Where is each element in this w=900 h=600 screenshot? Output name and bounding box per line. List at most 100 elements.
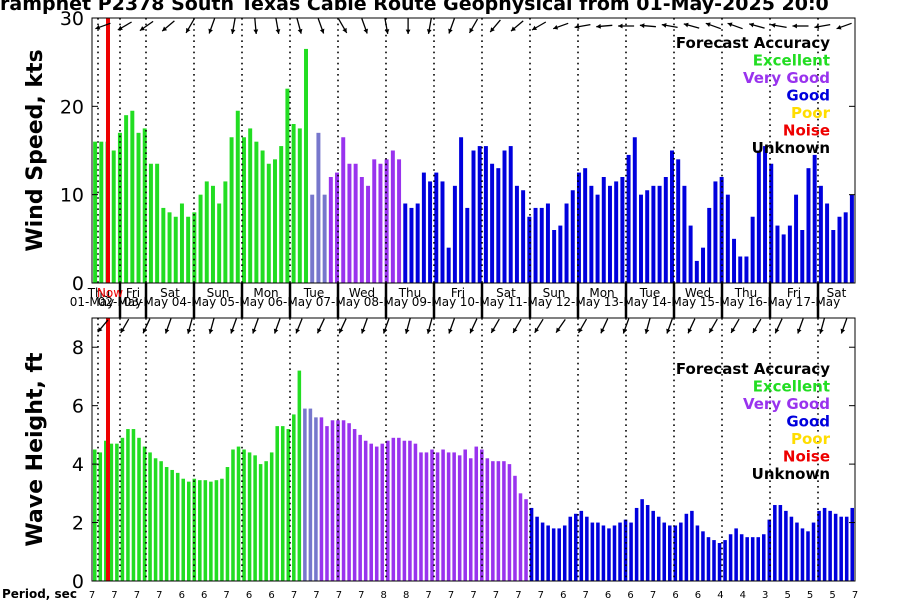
wind-bar [490, 163, 495, 283]
wind-arrow-head [639, 23, 645, 29]
legend-item: Good [786, 413, 830, 431]
wave-direction-arrow [316, 318, 325, 334]
wind-arrow-head [749, 22, 754, 28]
wind-direction-arrow [639, 23, 656, 29]
wind-direction-arrow [836, 22, 852, 30]
wave-bar [286, 429, 291, 581]
wind-bar [229, 137, 234, 283]
wave-bar [126, 429, 130, 581]
wave-bar [325, 426, 329, 581]
wind-bar [260, 150, 265, 283]
wind-bar [328, 177, 333, 283]
wave-bar [668, 525, 672, 581]
wave-direction-arrow [361, 318, 368, 334]
day-date: 04-May [172, 295, 216, 309]
wind-bar [769, 163, 774, 283]
day-date: 01-May [70, 295, 114, 309]
wave-arrow-head [731, 327, 736, 333]
wind-bar [310, 194, 315, 283]
wind-direction-arrow [552, 22, 569, 30]
wind-bar [825, 203, 830, 283]
wave-direction-arrow [120, 318, 130, 334]
wave-direction-arrow [273, 318, 281, 334]
wave-bar [518, 493, 523, 581]
wind-arrow-head [405, 29, 411, 34]
wave-bar [773, 505, 777, 581]
wave-bar [203, 480, 208, 581]
wave-bar [673, 525, 678, 581]
wave-direction-arrow [666, 318, 674, 334]
wind-bar [849, 194, 854, 283]
wave-bar [745, 537, 749, 581]
wave-arrow-head [361, 328, 366, 334]
wave-arrow-head [252, 328, 257, 334]
wave-arrow-head [317, 328, 322, 334]
wave-bar [684, 513, 689, 581]
wave-bar [341, 420, 346, 581]
wave-arrow-head [687, 328, 693, 334]
legend-item: Unknown [752, 465, 830, 483]
wave-bar [170, 469, 174, 581]
wave-bar [336, 420, 340, 581]
wind-bar [273, 159, 277, 283]
wind-bar [837, 216, 842, 283]
wind-bar [583, 168, 588, 283]
wave-bar [750, 537, 755, 581]
wave-bar [352, 429, 357, 581]
day-date: 15-May [700, 295, 744, 309]
wind-bar [341, 137, 346, 283]
wave-ytick-label: 6 [72, 396, 84, 418]
wave-bar [828, 510, 832, 581]
wave-bar [253, 455, 257, 581]
wave-bar [496, 461, 501, 581]
wave-bar [468, 458, 473, 581]
legend-item: Unknown [752, 139, 830, 157]
day-date: 14-May [652, 295, 696, 309]
wind-arrow-head [792, 23, 797, 29]
wave-bar [551, 528, 556, 581]
wave-bar [198, 480, 202, 581]
wave-arrow-head [622, 328, 628, 334]
wind-arrow-head [770, 23, 776, 28]
wave-arrow-head [273, 328, 279, 334]
wind-direction-arrow [139, 20, 154, 32]
period-value: 5 [807, 590, 813, 600]
wave-arrow-head [295, 328, 300, 334]
legend-item: Poor [791, 430, 831, 448]
wind-bar [663, 177, 668, 283]
wave-bar [441, 449, 445, 581]
wave-direction-arrow [426, 318, 433, 334]
wave-bar [767, 519, 772, 581]
wind-bar [198, 194, 203, 283]
wind-bar [645, 190, 650, 283]
wave-bar [380, 443, 385, 581]
wind-direction-arrow [510, 20, 524, 32]
wave-bar [419, 452, 423, 581]
period-value: 7 [852, 590, 858, 600]
wind-bar [639, 194, 643, 283]
wave-bar [159, 461, 163, 581]
wind-bar [508, 146, 513, 283]
day-date: 12-May [556, 295, 600, 309]
wave-bar [839, 516, 843, 581]
wave-bar [397, 437, 401, 581]
wind-bar [471, 150, 476, 283]
wind-bar [794, 194, 799, 283]
day-date: 13-May [604, 295, 648, 309]
wind-bar [632, 137, 637, 283]
wind-bar [241, 137, 246, 283]
period-value: 6 [246, 590, 252, 600]
wave-bar [679, 522, 683, 581]
wave-bar [546, 525, 550, 581]
wave-bar [596, 522, 600, 581]
period-value: 7 [134, 590, 140, 600]
wave-arrow-head [556, 327, 561, 333]
legend-title: Forecast Accuracy [676, 34, 830, 52]
wind-bar [161, 207, 166, 283]
wave-bar [557, 528, 561, 581]
wave-bar [120, 437, 125, 581]
wind-direction-arrow [792, 23, 809, 29]
wind-direction-arrow [531, 21, 547, 31]
period-value: 7 [291, 590, 297, 600]
day-of-week: Wed [349, 286, 375, 300]
